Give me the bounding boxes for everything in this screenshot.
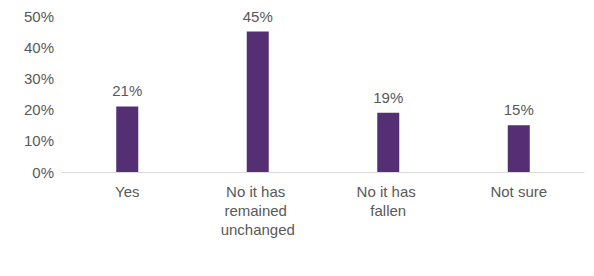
svg-text:50%: 50% [24, 8, 54, 25]
svg-text:0%: 0% [32, 164, 54, 181]
svg-text:40%: 40% [24, 39, 54, 56]
svg-text:fallen: fallen [370, 202, 406, 219]
svg-text:Yes: Yes [115, 183, 139, 200]
svg-text:45%: 45% [243, 8, 273, 25]
svg-text:unchanged: unchanged [221, 221, 295, 238]
svg-text:Not sure: Not sure [490, 183, 547, 200]
svg-text:remained: remained [224, 202, 291, 219]
svg-text:15%: 15% [504, 101, 534, 118]
svg-text:No it has: No it has [226, 183, 289, 200]
svg-text:19%: 19% [373, 89, 403, 106]
svg-text:21%: 21% [112, 82, 142, 99]
svg-text:No it has: No it has [357, 183, 420, 200]
svg-text:30%: 30% [24, 70, 54, 87]
svg-text:20%: 20% [24, 101, 54, 118]
svg-text:10%: 10% [24, 132, 54, 149]
